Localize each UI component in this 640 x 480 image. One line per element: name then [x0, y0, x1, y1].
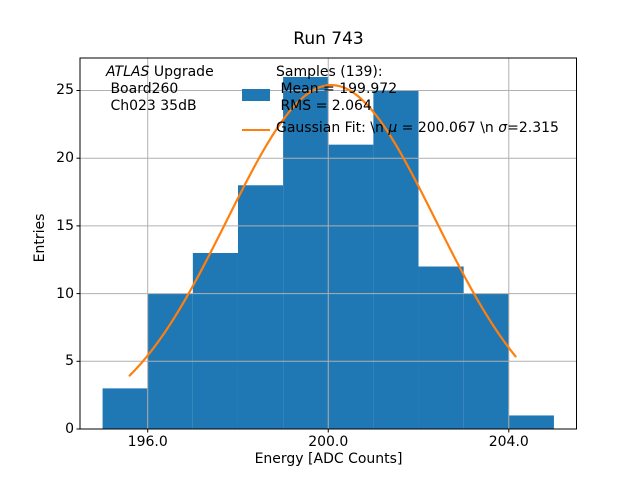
legend-sigma-value: =2.315: [507, 120, 559, 136]
histogram-bar: [102, 388, 148, 429]
x-tick-label: 196.0: [127, 434, 168, 450]
histogram-bar: [418, 266, 464, 429]
y-tick-label: 15: [56, 217, 74, 234]
annotation-line-1: ATLAS Upgrade: [106, 64, 214, 81]
legend-gaussian-fit-swatch: [242, 129, 270, 131]
y-tick-label: 5: [65, 353, 74, 370]
legend-mu-value: = 200.067 \n: [397, 120, 499, 136]
gaussian-fit-curve: [128, 83, 517, 377]
x-axis-label: Energy [ADC Counts]: [254, 451, 403, 467]
legend-fit-text: Gaussian Fit: \n: [276, 120, 389, 136]
chart-title: Run 743: [293, 29, 364, 49]
x-tick-label: 200.0: [308, 434, 349, 450]
annotation-upgrade-text: Upgrade: [149, 64, 214, 80]
histogram-bar: [192, 252, 238, 429]
histogram-bar: [283, 76, 329, 429]
legend-samples-line-1: Samples (139):: [276, 64, 383, 80]
y-tick-label: 25: [56, 82, 74, 99]
annotation-line-3: Ch023 35dB: [106, 98, 197, 114]
y-tick-label: 0: [65, 421, 74, 437]
legend-samples-line-2: Mean = 199.972: [276, 81, 398, 97]
y-tick-label: 20: [56, 150, 74, 167]
legend-gaussian-fit-label: Gaussian Fit: \n μ = 200.067 \n σ=2.315: [276, 120, 559, 137]
legend-samples-line-3: RMS = 2.064: [276, 98, 372, 114]
histogram-bar: [373, 90, 419, 430]
legend-samples-swatch: [242, 89, 270, 101]
annotation-atlas-text: ATLAS: [106, 64, 150, 80]
histogram-bar: [237, 185, 284, 429]
y-axis-label: Entries: [32, 213, 48, 263]
y-tick-label: 10: [56, 285, 74, 302]
legend-mu-symbol: μ: [388, 120, 398, 136]
x-tick-label: 204.0: [488, 434, 529, 450]
plot-annotation: ATLAS Upgrade Board260 Ch023 35dB: [106, 64, 214, 115]
annotation-line-2: Board260: [106, 81, 179, 97]
histogram-bar: [328, 144, 374, 430]
legend-samples-label: Samples (139): Mean = 199.972 RMS = 2.06…: [276, 64, 397, 115]
legend-sigma-symbol: σ: [498, 120, 508, 136]
histogram-bar: [508, 415, 554, 429]
